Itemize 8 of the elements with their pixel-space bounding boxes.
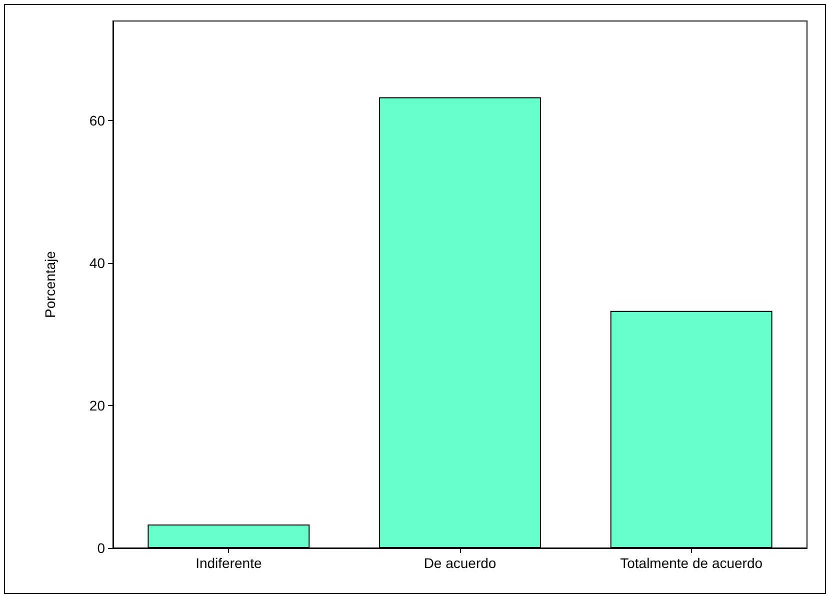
y-tick-label: 20 xyxy=(89,398,106,414)
y-tick-label: 60 xyxy=(89,112,106,129)
y-tick-label: 40 xyxy=(89,255,106,272)
x-tick-label: De acuerdo xyxy=(424,555,496,571)
x-tick-label: Indiferente xyxy=(196,555,262,571)
x-tick-label: Totalmente de acuerdo xyxy=(620,555,763,571)
y-axis-title: Porcentaje xyxy=(42,250,58,318)
y-tick-label: 0 xyxy=(97,540,106,556)
